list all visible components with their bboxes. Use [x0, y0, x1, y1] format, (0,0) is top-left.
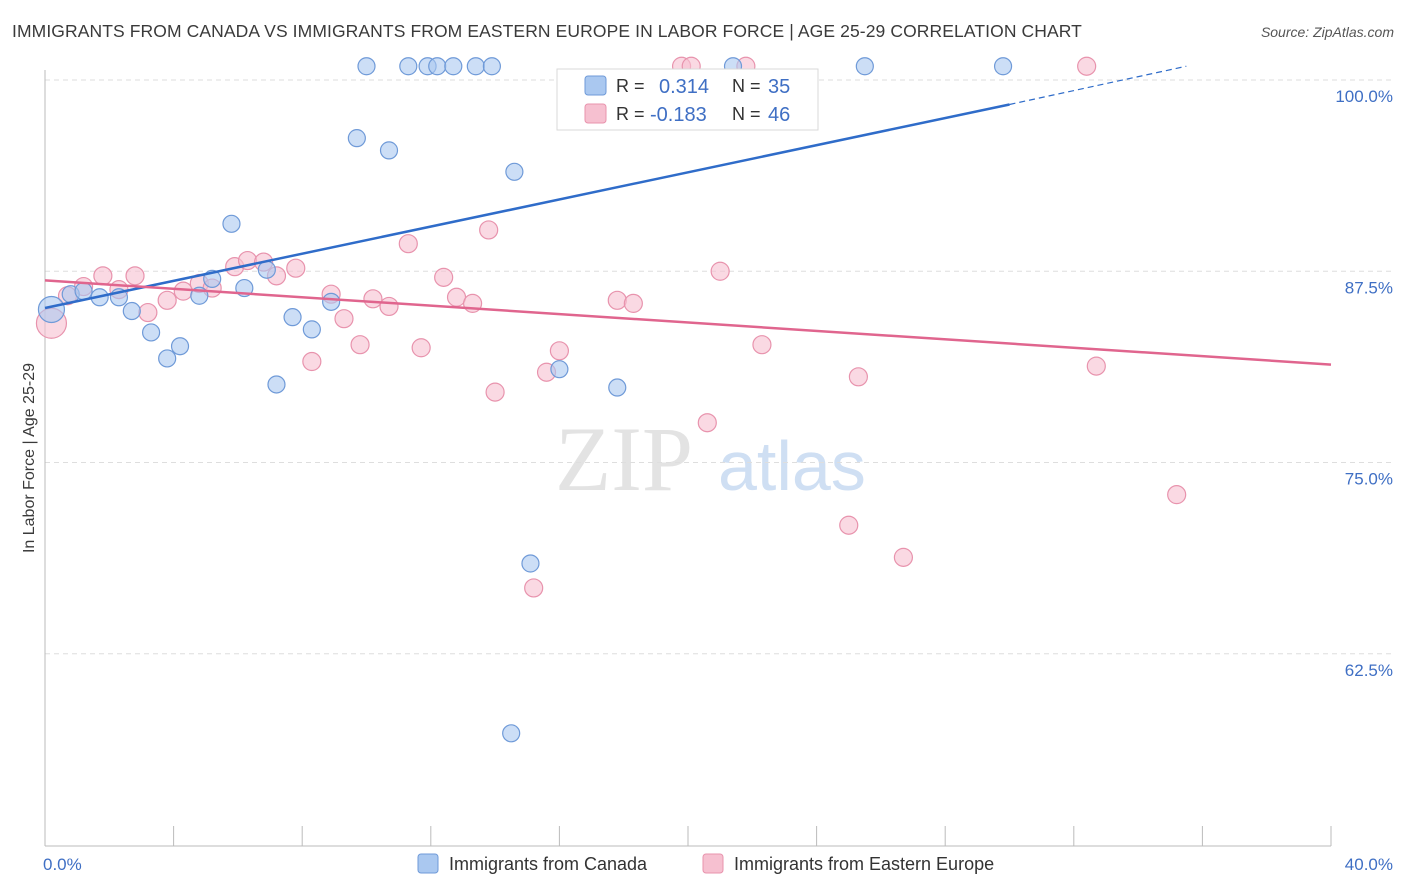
canada-point-14 — [267, 375, 286, 394]
trend-lines — [44, 65, 1332, 366]
chart-title: IMMIGRANTS FROM CANADA VS IMMIGRANTS FRO… — [12, 21, 1082, 41]
eastern-europe-point-39 — [839, 515, 859, 535]
eastern-europe-point-15 — [286, 258, 306, 278]
bottom-legend-swatch-canada — [417, 853, 439, 874]
source-credit: Source: ZipAtlas.com — [1260, 24, 1394, 40]
canada-point-19 — [347, 129, 366, 148]
legend-r-value-eastern-europe: -0.183 — [650, 104, 707, 126]
eastern-europe-point-3 — [93, 266, 113, 286]
canada-point-18 — [357, 57, 376, 76]
canada-point-17 — [322, 292, 341, 311]
eastern-europe-point-41 — [893, 547, 914, 567]
x-tick-label-min: 0.0% — [43, 855, 82, 874]
eastern-europe-point-28 — [485, 382, 505, 402]
series-eastern-europe-points — [35, 56, 1187, 598]
legend-n-value-canada: 35 — [768, 76, 790, 98]
x-ticks — [44, 826, 1332, 846]
eastern-europe-point-24 — [434, 267, 454, 287]
legend-n-label-canada: N = — [732, 76, 761, 96]
eastern-europe-point-42 — [1077, 56, 1097, 76]
series-legend: Immigrants from Canada Immigrants from E… — [417, 853, 994, 874]
canada-point-25 — [466, 57, 485, 76]
canada-point-6 — [141, 323, 161, 342]
eastern-europe-point-6 — [138, 302, 158, 323]
bottom-legend-label-eastern-europe: Immigrants from Eastern Europe — [734, 854, 994, 874]
eastern-europe-point-20 — [363, 289, 383, 309]
watermark-atlas: atlas — [718, 427, 866, 505]
y-axis-title: In Labor Force | Age 25-29 — [21, 363, 38, 553]
canada-point-26 — [482, 57, 501, 76]
legend-r-label-canada: R = — [616, 76, 645, 96]
canada-point-13 — [257, 260, 276, 279]
canada-trend-extension — [1009, 65, 1187, 106]
y-tick-label-3: 100.0% — [1335, 87, 1393, 106]
canada-point-7 — [158, 349, 177, 368]
canada-point-15 — [283, 308, 302, 327]
legend-swatch-eastern-europe — [584, 103, 607, 124]
eastern-europe-point-19 — [350, 335, 370, 355]
canada-point-21 — [399, 57, 418, 76]
canada-point-23 — [428, 57, 447, 76]
bottom-legend-swatch-eastern-europe — [702, 853, 724, 874]
canada-point-16 — [302, 320, 321, 339]
series-canada-points — [37, 57, 1013, 743]
canada-point-11 — [222, 214, 241, 233]
canada-point-28 — [502, 724, 521, 743]
eastern-europe-point-27 — [479, 220, 499, 240]
eastern-europe-point-18 — [334, 309, 354, 329]
watermark-zip: ZIP — [555, 408, 693, 510]
canada-point-29 — [521, 554, 540, 573]
legend-n-label-eastern-europe: N = — [732, 104, 761, 124]
canada-trend-line — [44, 103, 1010, 310]
canada-point-34 — [993, 57, 1013, 76]
eastern-europe-trend-line — [44, 279, 1332, 366]
canada-point-27 — [505, 162, 524, 181]
eastern-europe-point-31 — [549, 341, 570, 361]
bottom-legend-label-canada: Immigrants from Canada — [449, 854, 648, 874]
eastern-europe-point-21 — [379, 296, 399, 317]
legend-n-value-eastern-europe: 46 — [768, 104, 790, 126]
legend-r-label-eastern-europe: R = — [616, 104, 645, 124]
eastern-europe-point-23 — [411, 338, 431, 358]
canada-point-0 — [37, 295, 66, 324]
canada-point-5 — [122, 301, 141, 321]
y-tick-label-2: 87.5% — [1345, 278, 1393, 297]
eastern-europe-point-29 — [524, 578, 544, 598]
canada-point-20 — [379, 141, 399, 160]
eastern-europe-point-32 — [607, 290, 627, 310]
eastern-europe-point-33 — [623, 293, 643, 313]
legend-r-value-canada: 0.314 — [659, 76, 709, 98]
eastern-europe-point-7 — [157, 290, 177, 310]
y-tick-labels: 62.5% 75.0% 87.5% 100.0% — [1335, 87, 1393, 680]
y-tick-label-0: 62.5% — [1345, 661, 1393, 680]
y-tick-label-1: 75.0% — [1345, 470, 1393, 489]
canada-point-33 — [855, 57, 874, 76]
eastern-europe-point-44 — [1167, 485, 1187, 505]
x-tick-label-max: 40.0% — [1345, 855, 1393, 874]
eastern-europe-point-16 — [302, 351, 322, 372]
canada-point-30 — [550, 360, 569, 379]
legend-swatch-canada — [584, 75, 607, 96]
eastern-europe-point-36 — [710, 261, 730, 281]
eastern-europe-point-5 — [125, 266, 145, 286]
canada-point-31 — [608, 378, 627, 397]
canada-point-24 — [444, 57, 463, 76]
eastern-europe-point-25 — [446, 287, 467, 307]
eastern-europe-point-38 — [752, 335, 772, 355]
eastern-europe-point-40 — [848, 367, 868, 387]
canada-point-8 — [170, 337, 190, 356]
eastern-europe-point-35 — [697, 413, 717, 433]
eastern-europe-point-22 — [398, 234, 418, 254]
eastern-europe-point-43 — [1086, 356, 1106, 376]
correlation-legend: R = 0.314 N = 35 R = -0.183 N = 46 — [556, 68, 819, 131]
canada-point-2 — [74, 282, 93, 301]
